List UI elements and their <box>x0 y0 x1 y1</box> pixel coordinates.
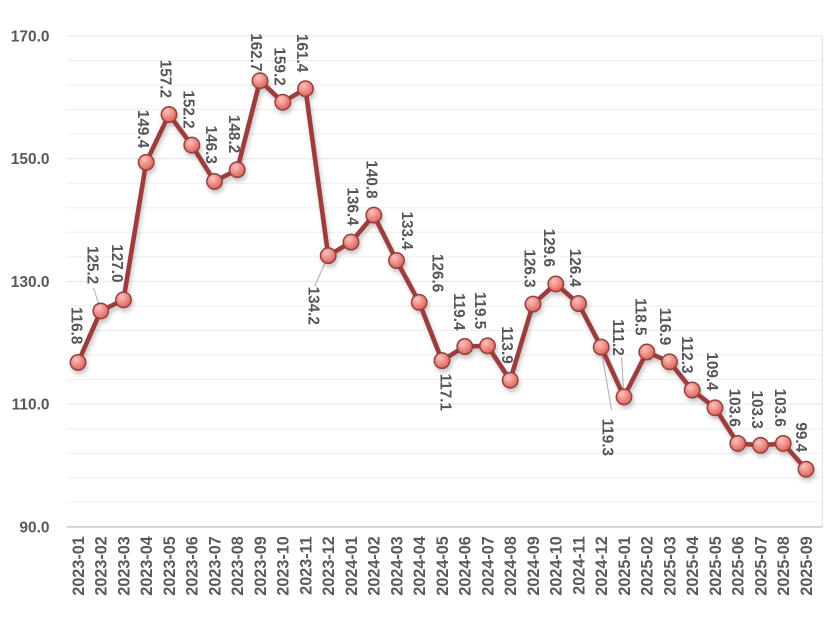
svg-text:2023-06: 2023-06 <box>184 536 202 595</box>
svg-text:126.3: 126.3 <box>521 249 538 287</box>
svg-text:2024-07: 2024-07 <box>479 536 497 595</box>
svg-text:2024-06: 2024-06 <box>457 536 475 595</box>
svg-text:2025-06: 2025-06 <box>730 536 748 595</box>
svg-text:117.1: 117.1 <box>436 374 453 412</box>
svg-text:2023-09: 2023-09 <box>252 536 270 595</box>
svg-text:2024-08: 2024-08 <box>502 536 520 595</box>
svg-text:2024-09: 2024-09 <box>525 536 543 595</box>
svg-text:159.2: 159.2 <box>270 47 287 85</box>
svg-text:2025-02: 2025-02 <box>639 536 657 595</box>
svg-text:103.6: 103.6 <box>771 389 788 427</box>
svg-text:2024-05: 2024-05 <box>434 536 452 595</box>
svg-text:150.0: 150.0 <box>11 151 50 168</box>
svg-text:2025-08: 2025-08 <box>775 536 793 595</box>
svg-text:2025-01: 2025-01 <box>616 536 634 595</box>
svg-text:2025-09: 2025-09 <box>798 536 816 595</box>
svg-text:2023-10: 2023-10 <box>275 536 293 595</box>
svg-text:157.2: 157.2 <box>157 60 174 98</box>
svg-text:90.0: 90.0 <box>19 519 49 536</box>
svg-text:2023-05: 2023-05 <box>161 536 179 595</box>
svg-text:134.2: 134.2 <box>304 287 321 325</box>
svg-text:126.6: 126.6 <box>428 254 445 292</box>
svg-text:2024-12: 2024-12 <box>593 536 611 595</box>
svg-text:2024-02: 2024-02 <box>366 536 384 595</box>
svg-text:170.0: 170.0 <box>11 28 50 45</box>
svg-text:2024-01: 2024-01 <box>343 536 361 595</box>
svg-text:116.9: 116.9 <box>656 308 673 345</box>
svg-text:129.6: 129.6 <box>540 229 557 267</box>
svg-text:110.0: 110.0 <box>12 397 50 414</box>
svg-text:112.3: 112.3 <box>678 336 695 373</box>
svg-text:2023-01: 2023-01 <box>70 536 88 595</box>
svg-text:2023-11: 2023-11 <box>297 536 315 595</box>
svg-text:130.0: 130.0 <box>11 274 50 291</box>
svg-text:118.5: 118.5 <box>632 298 649 336</box>
svg-text:2025-05: 2025-05 <box>707 536 725 595</box>
svg-text:2025-03: 2025-03 <box>661 536 679 595</box>
svg-text:116.8: 116.8 <box>68 307 85 345</box>
svg-text:103.6: 103.6 <box>725 389 742 427</box>
svg-text:119.3: 119.3 <box>599 419 616 456</box>
svg-text:111.2: 111.2 <box>609 319 626 356</box>
svg-text:127.0: 127.0 <box>108 244 125 282</box>
svg-text:161.4: 161.4 <box>293 34 310 73</box>
svg-text:119.5: 119.5 <box>471 292 488 330</box>
svg-text:133.4: 133.4 <box>398 212 415 251</box>
svg-text:2025-04: 2025-04 <box>684 536 702 595</box>
svg-text:2023-04: 2023-04 <box>138 536 156 595</box>
svg-text:2024-11: 2024-11 <box>570 536 588 595</box>
svg-text:2024-03: 2024-03 <box>388 536 406 595</box>
svg-text:148.2: 148.2 <box>225 115 242 153</box>
svg-text:99.4: 99.4 <box>792 422 809 452</box>
svg-text:119.4: 119.4 <box>450 293 467 331</box>
svg-text:113.9: 113.9 <box>498 326 515 363</box>
svg-text:162.7: 162.7 <box>247 33 264 71</box>
svg-text:2023-08: 2023-08 <box>229 536 247 595</box>
svg-text:140.8: 140.8 <box>362 160 379 199</box>
svg-text:2024-10: 2024-10 <box>548 536 566 595</box>
svg-text:109.4: 109.4 <box>703 352 720 391</box>
svg-text:2023-02: 2023-02 <box>93 536 111 595</box>
svg-text:136.4: 136.4 <box>344 187 361 226</box>
svg-text:149.4: 149.4 <box>134 110 151 149</box>
svg-text:125.2: 125.2 <box>83 246 100 284</box>
svg-text:146.3: 146.3 <box>202 126 219 164</box>
svg-text:152.2: 152.2 <box>179 90 196 128</box>
svg-text:103.3: 103.3 <box>748 391 765 429</box>
svg-text:2025-07: 2025-07 <box>752 536 770 595</box>
svg-text:2023-03: 2023-03 <box>115 536 133 595</box>
svg-text:2023-07: 2023-07 <box>206 536 224 595</box>
svg-text:126.4: 126.4 <box>566 249 583 288</box>
svg-text:2024-04: 2024-04 <box>411 536 429 595</box>
svg-text:2023-12: 2023-12 <box>320 536 338 595</box>
